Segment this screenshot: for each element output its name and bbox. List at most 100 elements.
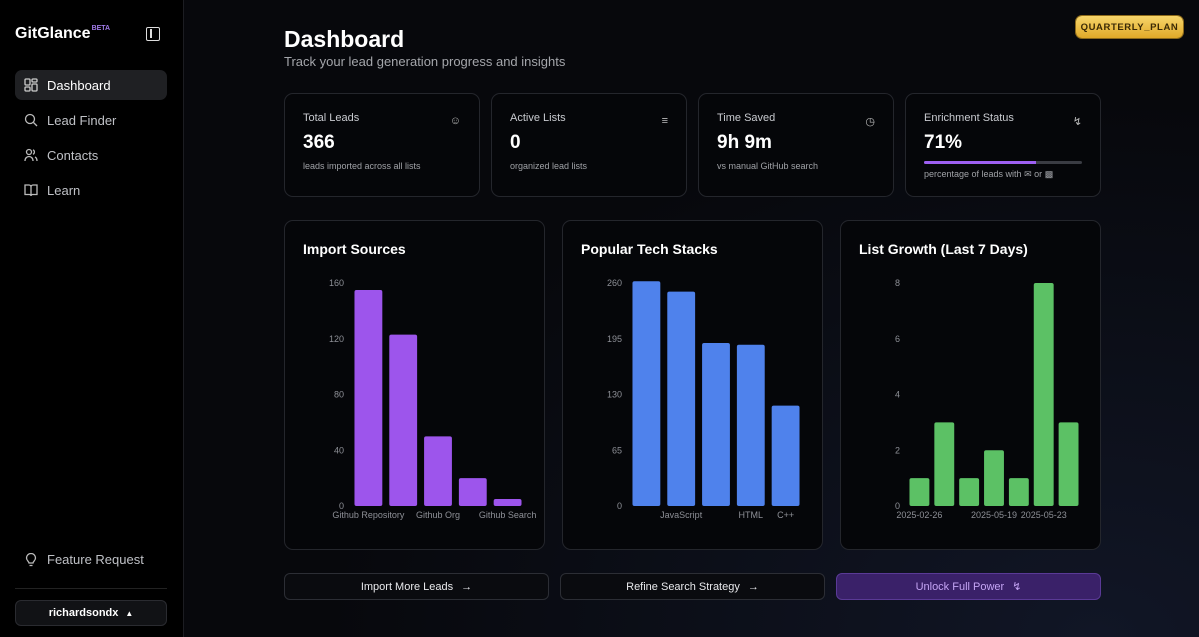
- zap-icon: ↯: [1072, 116, 1082, 128]
- stat-title: Time Saved: [717, 112, 776, 124]
- stat-card-total-leads: Total Leads ☺ 366 leads imported across all…: [284, 93, 480, 197]
- chart-card-import-sources: Import Sources 0 40 80 120 160 Github Reposito…: [284, 220, 545, 550]
- y-tick-label: 0: [339, 501, 344, 511]
- stat-desc: vs manual GitHub search: [717, 161, 819, 171]
- y-tick-label: 260: [607, 278, 622, 288]
- collapse-sidebar-icon[interactable]: [146, 27, 160, 41]
- app-name: GitGlance: [15, 25, 91, 42]
- arrow-right-icon: →: [747, 580, 759, 593]
- bar: [702, 343, 730, 506]
- bar: [934, 422, 955, 506]
- bar: [458, 478, 487, 506]
- x-tick-label: HTML: [739, 510, 764, 520]
- page-title: Dashboard: [284, 26, 405, 52]
- y-tick-label: 160: [329, 278, 344, 288]
- y-tick-label: 4: [895, 390, 900, 400]
- sidebar-nav: Dashboard Lead Finder Contacts Learn: [15, 70, 167, 210]
- chart-title: Import Sources: [303, 241, 406, 257]
- book-icon: [24, 183, 38, 197]
- sidebar: GitGlanceBETA Dashboard Lead Finder Cont…: [0, 0, 184, 637]
- app-logo[interactable]: GitGlanceBETA: [15, 25, 110, 43]
- y-tick-label: 2: [895, 445, 900, 455]
- bar: [493, 499, 522, 506]
- stat-card-active-lists: Active Lists ≡ 0 organized lead lists: [491, 93, 687, 197]
- arrow-right-icon: →: [461, 580, 473, 593]
- stat-desc-or: or: [1034, 169, 1043, 179]
- sidebar-item-label: Lead Finder: [47, 112, 117, 128]
- y-tick-label: 130: [607, 390, 622, 400]
- stat-title: Enrichment Status: [924, 112, 1014, 124]
- linkedin-icon: ▩: [1044, 169, 1054, 179]
- y-tick-label: 0: [895, 501, 900, 511]
- unlock-full-power-button[interactable]: Unlock Full Power ↯: [836, 573, 1101, 600]
- import-sources-chart: 0 40 80 120 160 Github Repository Github Org Gi…: [329, 278, 537, 520]
- user-menu-button[interactable]: richardsondx ▲: [15, 600, 167, 626]
- x-tick-label: JavaScript: [660, 510, 703, 520]
- y-tick-label: 65: [612, 445, 622, 455]
- import-more-leads-button[interactable]: Import More Leads →: [284, 573, 549, 600]
- tech-stacks-chart: 0 65 130 195 260 JavaScript HTML C++: [607, 278, 800, 520]
- stat-value: 366: [303, 132, 335, 153]
- sidebar-item-lead-finder[interactable]: Lead Finder: [15, 105, 167, 135]
- y-tick-label: 40: [334, 445, 344, 455]
- x-tick-label: 2025-02-26: [896, 510, 942, 520]
- y-tick-label: 120: [329, 334, 344, 344]
- x-tick-label: 2025-05-23: [1021, 510, 1067, 520]
- list-checks-icon: ≡: [661, 115, 668, 127]
- chart-title: Popular Tech Stacks: [581, 241, 718, 257]
- lightbulb-icon: [24, 552, 38, 567]
- dashboard-icon: [24, 78, 38, 92]
- username: richardsondx: [48, 607, 119, 619]
- x-tick-label: 2025-05-19: [971, 510, 1017, 520]
- refine-search-strategy-button[interactable]: Refine Search Strategy →: [560, 573, 825, 600]
- chevron-up-icon: ▲: [125, 608, 134, 618]
- y-tick-label: 195: [607, 334, 622, 344]
- bar: [667, 291, 696, 506]
- plan-badge[interactable]: QUARTERLY_PLAN: [1076, 16, 1183, 38]
- feature-request-link[interactable]: Feature Request: [24, 552, 144, 567]
- y-tick-label: 6: [895, 334, 900, 344]
- y-tick-label: 80: [334, 390, 344, 400]
- bar: [632, 281, 661, 506]
- enrichment-progress-bar: [924, 161, 1082, 164]
- bar: [1058, 422, 1079, 506]
- y-tick-label: 0: [617, 501, 622, 511]
- stat-title: Total Leads: [303, 112, 360, 124]
- bar: [736, 344, 765, 506]
- sidebar-item-dashboard[interactable]: Dashboard: [15, 70, 167, 100]
- sidebar-item-contacts[interactable]: Contacts: [15, 140, 167, 170]
- chart-card-tech-stacks: Popular Tech Stacks 0 65 130 195 260 JavaScrip…: [562, 220, 823, 550]
- stat-title: Active Lists: [510, 112, 566, 124]
- stat-card-time-saved: Time Saved ◷ 9h 9m vs manual GitHub search: [698, 93, 894, 197]
- bar: [959, 478, 980, 506]
- button-label: Import More Leads: [360, 580, 454, 593]
- feature-request-label: Feature Request: [47, 552, 144, 567]
- bar: [354, 289, 383, 506]
- stat-value: 71%: [924, 132, 963, 153]
- y-tick-label: 8: [895, 278, 900, 288]
- page-subtitle: Track your lead generation progress and …: [284, 54, 566, 69]
- x-tick-label: Github Search: [479, 510, 537, 520]
- zap-icon: ↯: [1012, 581, 1022, 593]
- x-tick-label: Github Org: [416, 510, 460, 520]
- enrichment-progress-fill: [924, 161, 1037, 164]
- stat-desc: percentage of leads with ✉ or ▩: [924, 169, 1082, 180]
- bar: [389, 334, 418, 506]
- bar: [909, 478, 930, 506]
- mail-icon: ✉: [1024, 169, 1032, 179]
- divider: [15, 588, 167, 589]
- sidebar-item-label: Dashboard: [47, 77, 111, 93]
- sidebar-item-learn[interactable]: Learn: [15, 175, 167, 205]
- beta-badge: BETA: [91, 25, 111, 32]
- x-tick-label: Github Repository: [332, 510, 405, 520]
- search-icon: [24, 113, 38, 127]
- stat-desc: leads imported across all lists: [303, 161, 421, 171]
- users-icon: ☺: [449, 115, 461, 127]
- clock-icon: ◷: [865, 116, 875, 128]
- stat-desc: organized lead lists: [510, 161, 588, 171]
- bar: [771, 405, 800, 506]
- chart-card-list-growth: List Growth (Last 7 Days) 0 2 4 6 8 2025-02-26…: [840, 220, 1101, 550]
- button-label: Refine Search Strategy: [626, 580, 740, 593]
- sidebar-item-label: Contacts: [47, 147, 99, 163]
- sidebar-item-label: Learn: [47, 182, 81, 198]
